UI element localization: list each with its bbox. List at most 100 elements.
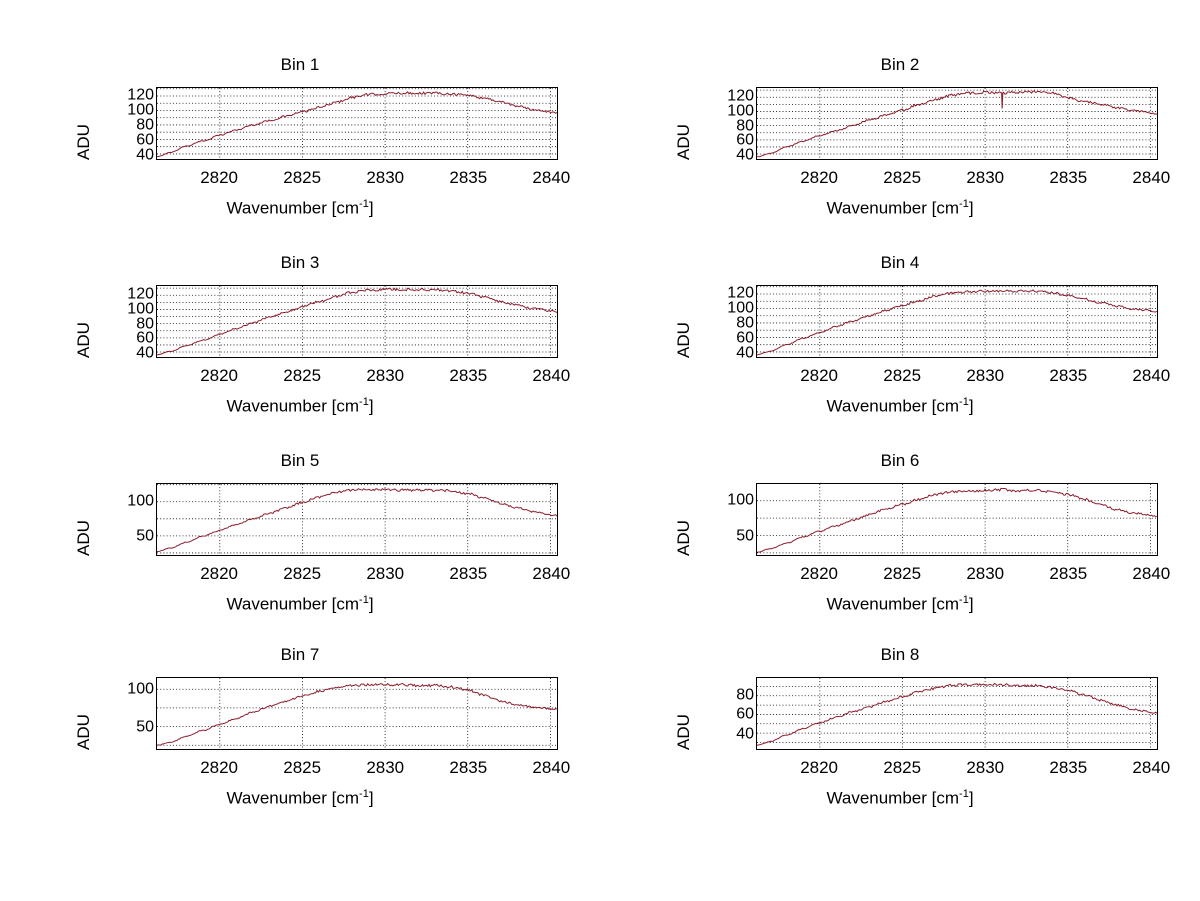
x-tick-label: 2820 xyxy=(200,564,239,583)
x-axis-label-exponent: -1 xyxy=(959,198,969,210)
plot-area xyxy=(156,87,558,160)
x-tick-label: 2835 xyxy=(1049,758,1088,777)
x-tick-label: 2835 xyxy=(1049,366,1088,385)
x-tick-label: 2825 xyxy=(883,366,922,385)
x-tick-label: 2825 xyxy=(883,758,922,777)
x-tick-label: 2840 xyxy=(532,366,571,385)
x-tick-labels: 2820 2825 2830 2835 2840 xyxy=(156,168,570,194)
x-tick-label: 2835 xyxy=(1049,564,1088,583)
x-tick-label: 2830 xyxy=(966,758,1005,777)
x-axis-label-text: Wavenumber [cm xyxy=(826,198,960,218)
x-tick-label: 2825 xyxy=(883,564,922,583)
x-tick-label: 2830 xyxy=(366,758,405,777)
x-axis-label: Wavenumber [cm-1] xyxy=(600,788,1200,809)
panel-title: Bin 3 xyxy=(280,253,320,272)
x-tick-label: 2820 xyxy=(200,758,239,777)
x-axis-label: Wavenumber [cm-1] xyxy=(600,396,1200,417)
panel-title: Bin 5 xyxy=(280,451,320,470)
y-tick-labels: 120 100 80 60 40 xyxy=(112,285,154,362)
x-tick-label: 2840 xyxy=(532,564,571,583)
x-tick-labels: 2820 2825 2830 2835 2840 xyxy=(756,168,1170,194)
y-tick-label: 50 xyxy=(136,527,154,545)
x-tick-label: 2825 xyxy=(883,168,922,187)
x-axis-label-exponent: -1 xyxy=(959,396,969,408)
y-tick-label: 40 xyxy=(736,146,754,164)
chart-panel-bin-6: Bin 6 ADU 100 50 2820 2825 2830 2835 2840 Wavenum… xyxy=(600,451,1200,647)
y-tick-label: 60 xyxy=(736,705,754,723)
y-axis-label: ADU xyxy=(74,322,93,358)
x-axis-label: Wavenumber [cm-1] xyxy=(0,788,600,809)
x-tick-label: 2830 xyxy=(366,168,405,187)
plot-area xyxy=(156,677,558,750)
y-tick-label: 120 xyxy=(727,284,754,302)
x-tick-labels: 2820 2825 2830 2835 2840 xyxy=(156,564,570,590)
y-tick-label: 80 xyxy=(736,686,754,704)
y-tick-label: 100 xyxy=(727,102,754,120)
y-tick-label: 120 xyxy=(727,87,754,105)
x-axis-label-bracket: ] xyxy=(968,594,974,614)
y-tick-label: 100 xyxy=(127,680,154,698)
y-tick-label: 120 xyxy=(127,86,154,104)
y-tick-label: 50 xyxy=(736,527,754,545)
x-tick-label: 2825 xyxy=(283,564,322,583)
y-axis-label: ADU xyxy=(674,322,693,358)
x-axis-label: Wavenumber [cm-1] xyxy=(0,396,600,417)
panel-title: Bin 6 xyxy=(880,451,920,470)
y-tick-label: 60 xyxy=(136,329,154,347)
y-axis-label: ADU xyxy=(674,124,693,160)
y-tick-label: 80 xyxy=(136,315,154,333)
x-tick-label: 2835 xyxy=(449,366,488,385)
x-axis-label-bracket: ] xyxy=(368,788,374,808)
x-tick-label: 2830 xyxy=(366,366,405,385)
x-tick-label: 2820 xyxy=(800,758,839,777)
x-axis-label-bracket: ] xyxy=(368,198,374,218)
chart-panel-bin-5: Bin 5 ADU 100 50 2820 2825 2830 2835 2840 Wavenum… xyxy=(0,451,600,647)
x-tick-label: 2830 xyxy=(366,564,405,583)
y-tick-labels: 80 60 40 xyxy=(712,677,754,750)
x-tick-label: 2840 xyxy=(532,168,571,187)
chart-panel-bin-7: Bin 7 ADU 100 50 2820 2825 2830 2835 2840 Wavenum… xyxy=(0,645,600,841)
x-axis-label: Wavenumber [cm-1] xyxy=(600,198,1200,219)
y-tick-labels: 100 50 xyxy=(712,483,754,556)
x-tick-label: 2840 xyxy=(532,758,571,777)
y-tick-label: 40 xyxy=(736,725,754,743)
y-tick-label: 80 xyxy=(136,116,154,134)
x-tick-label: 2835 xyxy=(449,168,488,187)
y-tick-label: 100 xyxy=(127,300,154,318)
plot-area xyxy=(156,483,558,556)
y-tick-labels: 120 100 80 60 40 xyxy=(112,86,154,164)
y-tick-label: 40 xyxy=(136,344,154,362)
x-axis-label-text: Wavenumber [cm xyxy=(826,594,960,614)
chart-panel-bin-1: Bin 1 ADU 120 100 80 60 40 2820 2825 2830 2835 2840… xyxy=(0,55,600,251)
plot-area xyxy=(756,87,1158,160)
x-tick-label: 2835 xyxy=(449,564,488,583)
x-tick-labels: 2820 2825 2830 2835 2840 xyxy=(156,366,570,392)
chart-panel-bin-4: Bin 4 ADU 120 100 80 60 40 2820 2825 2830 2835 2840… xyxy=(600,253,1200,449)
y-axis-label: ADU xyxy=(74,520,93,556)
y-axis-label: ADU xyxy=(74,124,93,160)
x-tick-label: 2820 xyxy=(200,168,239,187)
x-tick-label: 2825 xyxy=(283,168,322,187)
x-axis-label: Wavenumber [cm-1] xyxy=(0,594,600,615)
y-axis-label: ADU xyxy=(74,714,93,750)
x-axis-label-exponent: -1 xyxy=(359,198,369,210)
x-tick-label: 2830 xyxy=(966,168,1005,187)
y-tick-labels: 100 50 xyxy=(112,677,154,750)
y-tick-label: 40 xyxy=(736,344,754,362)
x-axis-label-bracket: ] xyxy=(968,198,974,218)
x-tick-labels: 2820 2825 2830 2835 2840 xyxy=(756,564,1170,590)
y-axis-label: ADU xyxy=(674,714,693,750)
x-axis-label-exponent: -1 xyxy=(359,396,369,408)
x-tick-label: 2840 xyxy=(1132,168,1171,187)
y-tick-label: 40 xyxy=(136,146,154,164)
x-tick-label: 2830 xyxy=(966,366,1005,385)
y-tick-label: 60 xyxy=(736,131,754,149)
y-tick-label: 60 xyxy=(736,329,754,347)
x-tick-labels: 2820 2825 2830 2835 2840 xyxy=(156,758,570,784)
chart-panel-bin-8: Bin 8 ADU 80 60 40 2820 2825 2830 2835 2840 Wavenu… xyxy=(600,645,1200,841)
x-axis-label-exponent: -1 xyxy=(959,594,969,606)
x-tick-label: 2840 xyxy=(1132,564,1171,583)
plot-area xyxy=(756,285,1158,358)
panel-title: Bin 7 xyxy=(280,645,320,664)
x-axis-label-exponent: -1 xyxy=(359,788,369,800)
